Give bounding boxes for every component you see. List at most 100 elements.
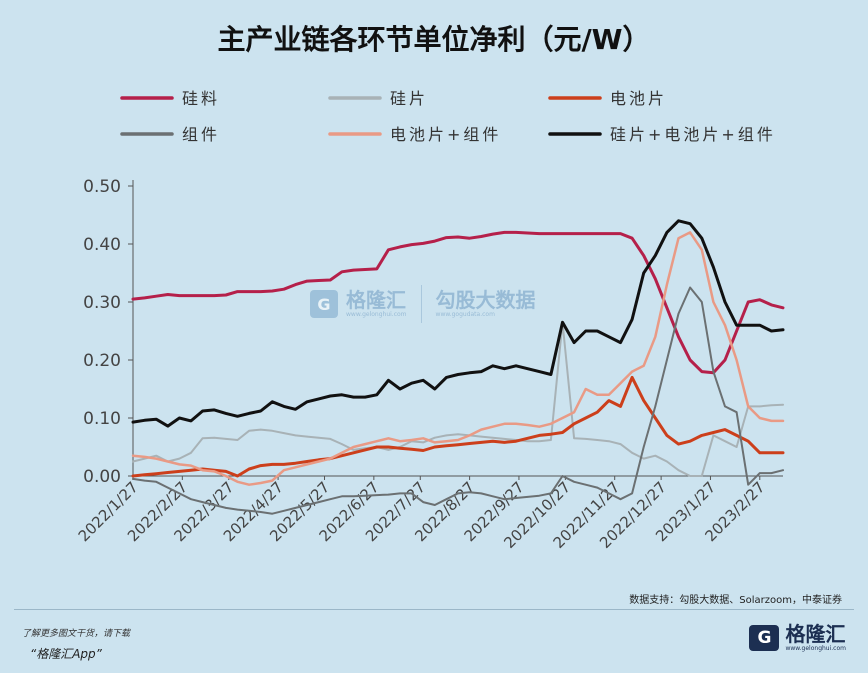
data-point [608, 394, 610, 396]
data-point [155, 418, 158, 420]
data-point [492, 440, 494, 443]
data-point [410, 243, 413, 246]
data-point [283, 288, 285, 291]
data-point [375, 494, 378, 496]
watermark-url-1: www.gelonghui.com [346, 311, 407, 318]
data-point [213, 504, 216, 506]
data-point [492, 233, 494, 235]
data-point [422, 437, 424, 440]
data-point [724, 359, 726, 361]
data-point [387, 437, 390, 440]
data-point [410, 439, 413, 441]
data-point [433, 436, 436, 439]
legend-label: 电池片+组件 [390, 125, 501, 144]
data-point [468, 237, 471, 239]
data-point [666, 460, 668, 463]
data-point [654, 336, 657, 338]
data-point [410, 382, 413, 385]
data-point [294, 283, 297, 286]
data-point [236, 481, 239, 483]
data-point [747, 440, 749, 443]
data-point [259, 428, 262, 431]
data-point [724, 324, 726, 327]
data-point [248, 429, 250, 432]
data-point [654, 405, 657, 408]
data-point [782, 452, 784, 454]
data-point [341, 454, 343, 457]
data-point [758, 452, 761, 454]
watermark: G 格隆汇 www.gelonghui.com 勾股大数据 www.goguda… [310, 285, 536, 323]
data-point [271, 479, 274, 482]
data-point [758, 324, 761, 327]
data-point [515, 423, 517, 425]
watermark-name-1: 格隆汇 [346, 288, 406, 312]
data-point [619, 405, 622, 408]
watermark-divider [420, 285, 422, 323]
data-point [178, 457, 181, 460]
data-point [236, 439, 239, 441]
data-point [758, 417, 761, 419]
data-point [167, 425, 169, 427]
data-point [550, 373, 552, 376]
data-point [375, 268, 378, 270]
data-point [259, 482, 262, 484]
data-point [492, 495, 494, 498]
data-point [782, 329, 784, 331]
data-point [271, 400, 274, 403]
data-point [457, 433, 459, 436]
data-point [642, 446, 645, 448]
data-point [248, 290, 250, 293]
data-point [526, 437, 529, 440]
data-point [642, 399, 645, 402]
data-point [666, 359, 668, 361]
data-point [573, 423, 575, 425]
data-point [178, 417, 181, 419]
data-point [677, 237, 680, 239]
data-point [561, 232, 564, 235]
data-point [190, 464, 192, 467]
series-line [131, 231, 785, 486]
data-point [422, 501, 424, 503]
data-point [526, 367, 529, 370]
data-point [457, 492, 459, 495]
data-point [700, 301, 703, 303]
watermark-name-2: 勾股大数据 [435, 288, 536, 312]
data-point [573, 481, 575, 483]
promo-app-name[interactable]: “格隆汇App” [30, 647, 102, 661]
data-point [642, 365, 645, 367]
data-point [526, 496, 529, 498]
data-point [213, 409, 216, 411]
data-point [596, 232, 599, 235]
data-point [155, 295, 158, 298]
data-point [492, 365, 494, 367]
data-point [689, 222, 691, 225]
data-point [480, 235, 483, 238]
data-point [225, 475, 227, 477]
data-point [352, 449, 355, 451]
data-point [283, 463, 285, 466]
data-point [735, 324, 738, 327]
data-point [724, 440, 726, 443]
data-point [375, 446, 378, 448]
data-point [712, 266, 715, 269]
data-point [329, 438, 332, 440]
data-point [225, 507, 227, 509]
data-point [770, 404, 773, 407]
data-point [143, 479, 146, 482]
data-point [526, 440, 529, 443]
data-point [619, 232, 622, 235]
data-point [561, 321, 564, 324]
data-point [155, 454, 158, 457]
series-line [131, 230, 785, 375]
data-point [167, 460, 169, 463]
data-point [294, 466, 297, 469]
data-point [317, 501, 320, 503]
data-point [724, 405, 726, 408]
data-point [306, 460, 308, 463]
data-point [422, 242, 424, 245]
data-point [375, 440, 378, 443]
data-point [666, 231, 668, 234]
data-point [538, 370, 541, 373]
data-point [433, 446, 436, 448]
data-point [190, 452, 192, 454]
